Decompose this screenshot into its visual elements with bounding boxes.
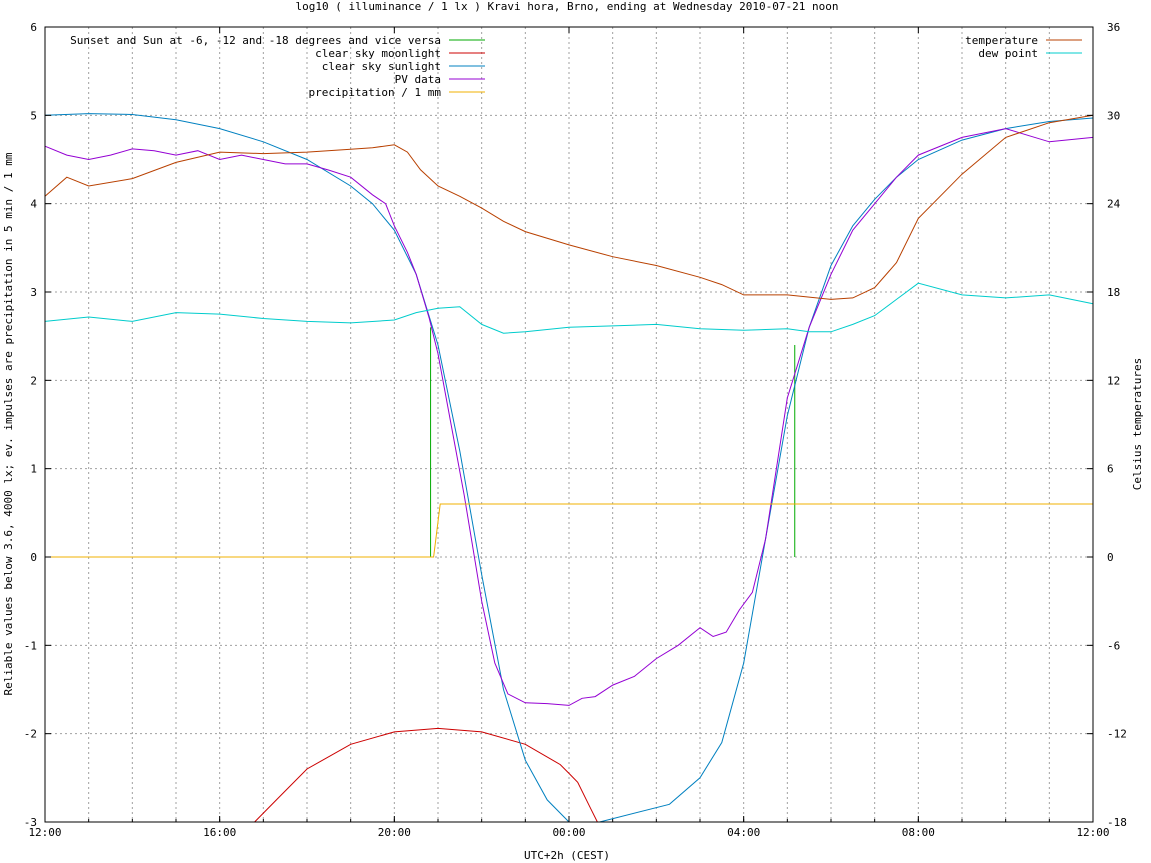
x-axis-label: UTC+2h (CEST) (524, 849, 610, 862)
y-tick-label: 4 (30, 198, 37, 211)
y-tick-label: -3 (24, 816, 37, 829)
y2-tick-label: -18 (1107, 816, 1127, 829)
chart-title: log10 ( illuminance / 1 lx ) Kravi hora,… (295, 0, 838, 13)
x-tick-label: 12:00 (1076, 826, 1109, 839)
axis-ticks: 12:00 16:00 20:00 00:00 04:00 08:00 12:00-3-2-… (24, 21, 1127, 839)
series-dew-point (44, 282, 1094, 334)
series-layer (44, 113, 1094, 823)
y2-tick-label: 18 (1107, 286, 1120, 299)
y2-tick-label: 24 (1107, 198, 1121, 211)
x-tick-label: 12:00 (28, 826, 61, 839)
series-pv-data (44, 128, 1094, 706)
y2-tick-label: 6 (1107, 463, 1114, 476)
y-tick-label: 1 (30, 463, 37, 476)
legend-label: clear sky moonlight (315, 47, 441, 60)
x-tick-label: 20:00 (378, 826, 411, 839)
y2-tick-label: 0 (1107, 551, 1114, 564)
y2-tick-label: -12 (1107, 728, 1127, 741)
y2-tick-label: 30 (1107, 109, 1120, 122)
series-temperature (44, 114, 1094, 300)
legend-label: dew point (978, 47, 1038, 60)
y-tick-label: -1 (24, 639, 37, 652)
y2-tick-label: -6 (1107, 639, 1120, 652)
series-clear-sky-sunlight-morning (599, 117, 1094, 823)
x-tick-label: 04:00 (727, 826, 760, 839)
y-tick-label: 6 (30, 21, 37, 34)
legend-label: PV data (395, 73, 441, 86)
x-tick-label: 08:00 (902, 826, 935, 839)
series-clear-sky-sunlight (44, 113, 570, 823)
legend-label: clear sky sunlight (322, 60, 441, 73)
x-tick-label: 00:00 (552, 826, 585, 839)
x-tick-label: 16:00 (203, 826, 236, 839)
legend-label: precipitation / 1 mm (309, 86, 442, 99)
legend: Sunset and Sun at -6, -12 and -18 degree… (70, 34, 1082, 99)
y2-tick-label: 12 (1107, 374, 1120, 387)
series-clear-sky-moonlight (254, 727, 598, 823)
y2-tick-label: 36 (1107, 21, 1120, 34)
y-tick-label: 2 (30, 374, 37, 387)
legend-label: temperature (965, 34, 1038, 47)
grid (45, 27, 1093, 822)
y-axis-label: Reliable values below 3.6, 4000 lx; ev. … (2, 152, 15, 695)
legend-label: Sunset and Sun at -6, -12 and -18 degree… (70, 34, 441, 47)
series-precipitation-1-mm (45, 503, 1093, 558)
y2-axis-label: Celsius temperatures (1131, 358, 1144, 490)
y-tick-label: 0 (30, 551, 37, 564)
y-tick-label: 5 (30, 109, 37, 122)
y-tick-label: 3 (30, 286, 37, 299)
y-tick-label: -2 (24, 728, 37, 741)
